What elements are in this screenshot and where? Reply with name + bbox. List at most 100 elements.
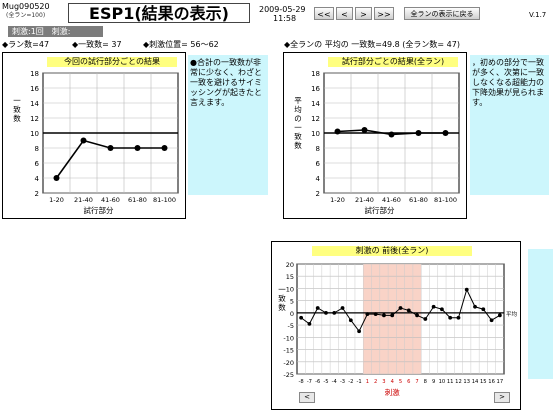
left-y-tick-label: 2 xyxy=(35,190,39,198)
bottom-x-tick-label: 2 xyxy=(374,379,377,385)
bottom-x-tick-label: -8 xyxy=(299,379,304,385)
bottom-x-tick-label: 9 xyxy=(432,379,435,385)
left-data-point xyxy=(53,175,60,181)
version-label: V.1.7 xyxy=(529,11,547,19)
bottom-x-tick-label: -3 xyxy=(340,379,345,385)
right-y-axis-title-char: 一 xyxy=(294,123,302,132)
left-note-box: ●合計の一致数が非常に少なく、わざと一致を避けるサイミッシングが起きたと言えます… xyxy=(188,55,268,195)
left-y-tick-label: 12 xyxy=(30,115,39,123)
bottom-data-point xyxy=(440,307,444,312)
right-y-tick-label: 10 xyxy=(311,130,320,138)
left-y-tick-label: 4 xyxy=(35,175,40,183)
bottom-data-point xyxy=(481,307,486,312)
bottom-x-tick-label: -5 xyxy=(323,379,328,385)
bottom-x-tick-label: 11 xyxy=(447,379,454,385)
left-x-tick-label: 81-100 xyxy=(153,196,176,204)
bottom-data-point xyxy=(382,313,386,318)
bottom-data-point xyxy=(315,306,320,310)
last-page-button[interactable]: >> xyxy=(374,7,394,20)
right-chart-panel: 試行部分ごとの結果(全ラン) 2 4 6 8 10 12 14 16 18 1-20 21-40 41… xyxy=(283,52,467,219)
bottom-data-point xyxy=(332,310,337,315)
left-x-tick-label: 61-80 xyxy=(128,196,147,204)
right-x-tick-label: 61-80 xyxy=(409,196,428,204)
left-y-tick-label: 14 xyxy=(30,100,39,108)
bottom-y-tick-label: -25 xyxy=(283,371,294,379)
bottom-x-tick-label: 5 xyxy=(399,379,402,385)
left-y-tick-label: 18 xyxy=(30,70,39,78)
bottom-data-point xyxy=(406,308,411,313)
right-y-tick-label: 18 xyxy=(311,70,320,78)
bottom-x-tick-label: 17 xyxy=(497,379,504,385)
right-chart-header: 試行部分ごとの結果(全ラン) xyxy=(328,57,458,67)
bottom-data-point xyxy=(448,315,453,320)
left-y-tick-label: 16 xyxy=(30,85,39,93)
bottom-y-tick-label: 10 xyxy=(286,285,294,293)
right-y-tick-label: 16 xyxy=(311,85,320,93)
left-data-point xyxy=(107,145,114,151)
bottom-y-tick-label: 0 xyxy=(290,310,294,318)
right-x-tick-label: 1-20 xyxy=(330,196,345,204)
right-data-point xyxy=(388,131,395,138)
bottom-data-point xyxy=(357,329,361,334)
bottom-data-point xyxy=(415,313,419,318)
left-data-point xyxy=(80,137,87,144)
stat-matches: ◆一致数= 37 xyxy=(72,40,122,49)
bottom-y-tick-label: 5 xyxy=(290,298,294,306)
right-data-point xyxy=(415,130,422,136)
bottom-y-axis-title-char: 致 xyxy=(278,293,286,303)
right-y-axis-title-char: の xyxy=(294,114,302,123)
bottom-prev-button[interactable]: < xyxy=(299,392,315,403)
right-y-tick-label: 6 xyxy=(316,160,321,168)
right-note-text: ，初めの部分で一致が多く、次第に一致しなくなる超能力の下降効果が見られます。 xyxy=(472,58,544,107)
bottom-next-button[interactable]: > xyxy=(494,392,510,403)
bottom-data-point xyxy=(324,310,328,315)
bottom-data-point xyxy=(307,321,312,326)
bottom-x-tick-label: -6 xyxy=(315,379,320,385)
left-data-point xyxy=(134,145,141,151)
bottom-reference-label: 平均 xyxy=(506,310,518,318)
left-y-axis-title-char: 数 xyxy=(13,113,21,123)
left-x-tick-label: 1-20 xyxy=(49,196,64,204)
bottom-y-tick-label: -20 xyxy=(283,359,294,367)
bottom-x-tick-label: 3 xyxy=(382,379,385,385)
right-y-axis-title-char: 均 xyxy=(294,104,302,114)
right-chart-svg: 2 4 6 8 10 12 14 16 18 1-20 21-40 41-60 61-80 81-100 試… xyxy=(294,70,460,215)
right-x-tick-label: 21-40 xyxy=(355,196,374,204)
right-data-point xyxy=(361,127,368,133)
right-note-box: ，初めの部分で一致が多く、次第に一致しなくなる超能力の下降効果が見られます。 xyxy=(470,55,549,195)
bottom-x-tick-label: -2 xyxy=(348,379,353,385)
app-id: Mug090520 xyxy=(2,2,50,11)
left-y-tick-label: 8 xyxy=(35,145,39,153)
right-y-tick-label: 4 xyxy=(316,175,321,183)
bottom-chart-panel: 刺激の 前後(全ラン) 20 15 10 5 0 -5 -10 -15 -20 -25 平均 -8 -7… xyxy=(271,241,521,410)
date-label: 2009-05-29 xyxy=(259,5,306,14)
left-y-tick-label: 10 xyxy=(30,130,39,138)
bottom-y-axis-title-char: 一 xyxy=(278,285,286,294)
bottom-data-point xyxy=(497,313,502,318)
time-label: 11:58 xyxy=(273,14,297,23)
bottom-y-tick-label: -10 xyxy=(283,334,294,342)
bottom-x-tick-label: 6 xyxy=(407,379,410,385)
bottom-data-point xyxy=(464,287,469,292)
bottom-data-point xyxy=(373,312,378,317)
bottom-highlight-band xyxy=(363,264,422,374)
first-page-button[interactable]: << xyxy=(314,7,334,20)
bottom-x-tick-label: 8 xyxy=(424,379,427,385)
bottom-x-tick-label: 15 xyxy=(480,379,487,385)
bottom-data-point xyxy=(390,313,395,318)
show-all-runs-button[interactable]: 全ランの表示に戻る xyxy=(404,7,480,20)
bottom-x-tick-label: 16 xyxy=(488,379,495,385)
bottom-x-tick-label: 10 xyxy=(439,379,446,385)
bottom-data-point xyxy=(456,315,461,320)
bottom-x-tick-label: 4 xyxy=(391,379,395,385)
bottom-data-point xyxy=(431,304,436,309)
next-page-button[interactable]: > xyxy=(355,7,372,20)
prev-page-button[interactable]: < xyxy=(336,7,353,20)
right-y-tick-label: 2 xyxy=(316,190,320,198)
bottom-x-tick-label: 13 xyxy=(463,379,470,385)
bottom-data-point xyxy=(473,304,477,309)
left-y-tick-label: 6 xyxy=(35,160,40,168)
bottom-note-box xyxy=(528,249,553,379)
app-sub: (全ラン=100) xyxy=(6,12,46,19)
page-title: ESP1(結果の表示) xyxy=(68,3,250,23)
